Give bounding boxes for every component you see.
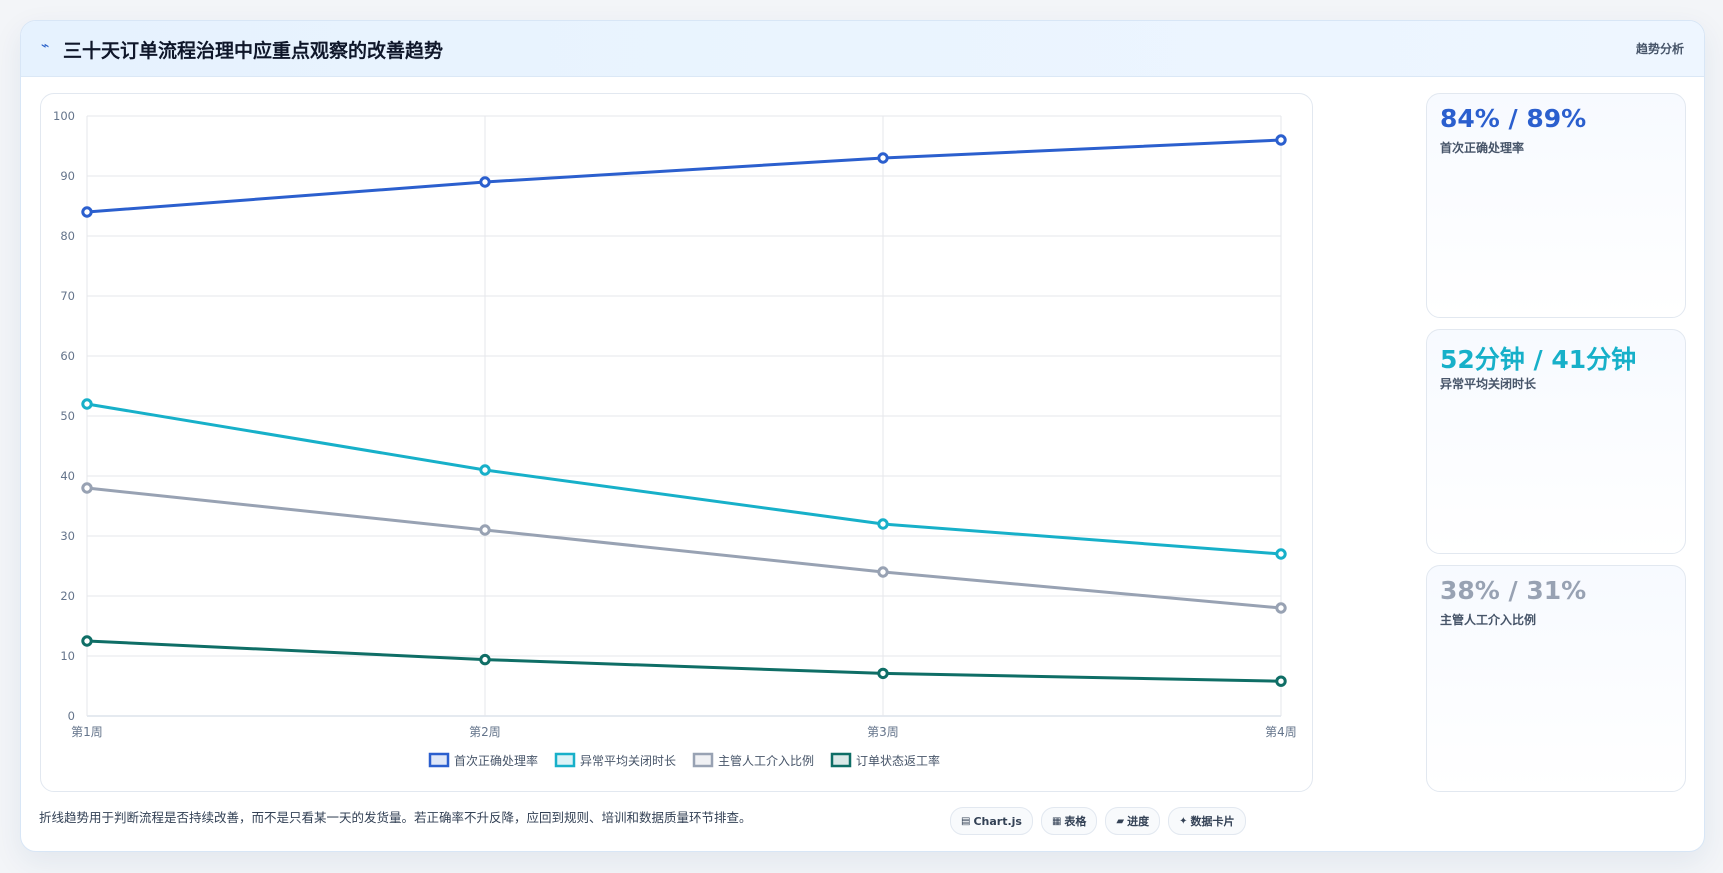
feature-pills: ▤ Chart.js ▦ 表格 ▰ 进度 ✦ 数据卡片 xyxy=(950,807,1246,835)
kpi-card-exception-close-time: 52分钟 / 41分钟 异常平均关闭时长 xyxy=(1426,329,1686,554)
pill-table[interactable]: ▦ 表格 xyxy=(1040,807,1098,835)
legend-swatch xyxy=(428,752,450,768)
y-tick-label: 100 xyxy=(53,109,75,123)
legend-item: 首次正确处理率 xyxy=(428,752,538,768)
data-point xyxy=(479,653,491,666)
data-point xyxy=(877,566,889,578)
legend-label: 主管人工介入比例 xyxy=(718,753,814,768)
data-point xyxy=(81,206,93,218)
card-header: ⌁ 三十天订单流程治理中应重点观察的改善趋势 趋势分析 xyxy=(21,21,1704,77)
kpi-value: 38% / 31% xyxy=(1440,576,1587,605)
y-tick-label: 60 xyxy=(60,349,75,363)
series-line xyxy=(86,138,1282,214)
legend-item: 异常平均关闭时长 xyxy=(554,752,676,768)
chart-footnote: 折线趋势用于判断流程是否持续改善，而不是只看某一天的发货量。若正确率不升反降，应… xyxy=(39,810,752,825)
legend-label: 异常平均关闭时长 xyxy=(580,754,676,768)
data-point xyxy=(877,518,889,530)
data-point xyxy=(877,667,889,680)
data-point xyxy=(1275,675,1287,687)
data-point xyxy=(81,482,93,494)
sparkline-icon: ⌁ xyxy=(41,38,50,54)
card-icon: ✦ xyxy=(1179,815,1188,827)
y-tick-label: 40 xyxy=(60,469,75,483)
kpi-value: 84% / 89% xyxy=(1440,104,1587,133)
line-chart: 0 10 20 30 40 50 60 70 80 90 100 第1周 第2周 第3周 第4周首次正确处理… xyxy=(53,109,1297,768)
data-point xyxy=(877,152,889,164)
data-point xyxy=(1275,134,1287,146)
pill-label: Chart.js xyxy=(973,814,1022,828)
pill-progress[interactable]: ▰ 进度 xyxy=(1105,807,1161,835)
legend-item: 主管人工介入比例 xyxy=(692,752,814,768)
x-tick-label: 第2周 xyxy=(469,725,501,739)
data-point xyxy=(81,398,93,410)
data-point xyxy=(479,524,491,536)
chart-panel: 0 10 20 30 40 50 60 70 80 90 100 第1周 第2周 第3周 第4周首次正确处理… xyxy=(40,93,1313,792)
x-tick-label: 第4周 xyxy=(1265,725,1297,739)
legend-swatch xyxy=(554,752,576,768)
y-tick-label: 50 xyxy=(60,409,75,423)
series-line xyxy=(86,639,1282,683)
y-tick-label: 90 xyxy=(60,169,75,183)
legend-swatch xyxy=(830,752,852,768)
data-point xyxy=(479,176,491,188)
data-point xyxy=(81,635,93,647)
x-tick-label: 第3周 xyxy=(867,725,899,739)
kpi-label: 首次正确处理率 xyxy=(1440,141,1525,155)
table-icon: ▦ xyxy=(1051,815,1062,827)
y-tick-label: 20 xyxy=(60,589,75,603)
pill-label: 数据卡片 xyxy=(1190,815,1235,828)
pill-label: 进度 xyxy=(1127,815,1150,828)
data-point xyxy=(479,464,491,476)
kpi-label: 异常平均关闭时长 xyxy=(1440,377,1537,391)
trend-card: ⌁ 三十天订单流程治理中应重点观察的改善趋势 趋势分析 0 10 20 30 40 50 6… xyxy=(20,20,1705,852)
pill-chartjs[interactable]: ▤ Chart.js xyxy=(950,807,1033,835)
series-line xyxy=(86,486,1282,610)
page-title: 三十天订单流程治理中应重点观察的改善趋势 xyxy=(63,40,444,62)
y-tick-label: 0 xyxy=(68,709,75,723)
kpi-label: 主管人工介入比例 xyxy=(1440,613,1537,627)
kpi-card-first-pass-rate: 84% / 89% 首次正确处理率 xyxy=(1426,93,1686,318)
y-tick-label: 70 xyxy=(60,289,75,303)
trend-analysis-tag[interactable]: 趋势分析 xyxy=(1635,42,1684,56)
kpi-card-manager-intervention: 38% / 31% 主管人工介入比例 xyxy=(1426,565,1686,792)
y-tick-label: 30 xyxy=(60,529,75,543)
pill-data-card[interactable]: ✦ 数据卡片 xyxy=(1168,807,1246,835)
pill-label: 表格 xyxy=(1064,815,1087,828)
legend-label: 首次正确处理率 xyxy=(454,753,538,768)
legend-item: 订单状态返工率 xyxy=(830,752,940,768)
data-point xyxy=(1275,548,1287,560)
y-tick-label: 10 xyxy=(60,649,75,663)
progress-icon: ▰ xyxy=(1116,815,1125,827)
kpi-value: 52分钟 / 41分钟 xyxy=(1440,345,1637,374)
series-line xyxy=(86,402,1282,556)
legend-swatch xyxy=(692,752,714,768)
x-tick-label: 第1周 xyxy=(71,725,103,739)
data-point xyxy=(1275,602,1287,614)
legend-label: 订单状态返工率 xyxy=(856,753,940,768)
chart-icon: ▤ xyxy=(961,815,971,827)
y-tick-label: 80 xyxy=(60,229,75,243)
